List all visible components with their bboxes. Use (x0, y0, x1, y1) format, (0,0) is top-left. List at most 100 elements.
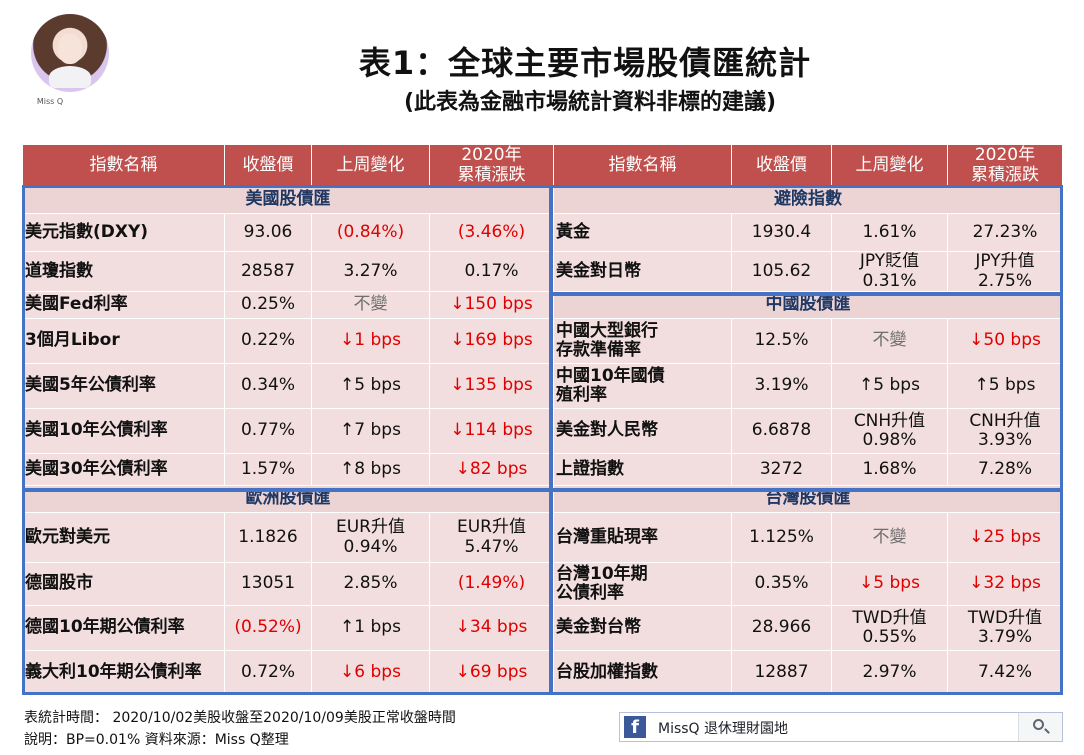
row-close: 0.34% (224, 363, 312, 410)
row-close: 0.22% (224, 318, 312, 365)
row-name: 德國股市 (22, 562, 225, 607)
row-close: 3.19% (731, 363, 832, 410)
facebook-search-bar[interactable]: f MissQ 退休理財園地 (619, 712, 1063, 742)
row-name: 德國10年期公債利率 (22, 605, 225, 652)
row-close: 3272 (731, 453, 832, 487)
row-name: 美金對台幣 (553, 605, 732, 652)
row-close: 1.1826 (224, 512, 312, 564)
row-close: 13051 (224, 562, 312, 607)
section-title: 美國股債匯 (22, 186, 554, 214)
row-weekly-change: ↑1 bps (311, 605, 430, 652)
column-header: 上周變化 (831, 144, 948, 187)
column-header: 指數名稱 (553, 144, 732, 187)
row-weekly-change: ↓1 bps (311, 318, 430, 365)
section-title: 台灣股債匯 (553, 485, 1063, 514)
section-title: 避險指數 (553, 186, 1063, 214)
row-ytd-change: ↓169 bps (429, 318, 554, 365)
row-ytd-change: ↓50 bps (947, 318, 1063, 365)
row-close: 12.5% (731, 318, 832, 365)
section-title: 歐洲股債匯 (22, 485, 554, 514)
search-icon (1033, 719, 1044, 730)
row-weekly-change: EUR升值 0.94% (311, 512, 430, 564)
column-header: 上周變化 (311, 144, 430, 187)
footer-note: 說明：BP=0.01% 資料來源：Miss Q整理 (24, 732, 289, 748)
row-name: 美國Fed利率 (22, 291, 225, 320)
row-weekly-change: ↑7 bps (311, 408, 430, 455)
column-header: 收盤價 (731, 144, 832, 187)
facebook-icon: f (624, 716, 646, 738)
row-name: 美國10年公債利率 (22, 408, 225, 455)
row-weekly-change: 1.68% (831, 453, 948, 487)
row-weekly-change: CNH升值 0.98% (831, 408, 948, 455)
row-weekly-change: ↑5 bps (311, 363, 430, 410)
row-ytd-change: 7.42% (947, 650, 1063, 696)
row-close: 28.966 (731, 605, 832, 652)
row-name: 中國大型銀行 存款準備率 (553, 318, 732, 365)
row-weekly-change: 3.27% (311, 250, 430, 293)
row-ytd-change: ↓69 bps (429, 650, 554, 696)
row-name: 美金對日幣 (553, 250, 732, 293)
row-name: 中國10年國債 殖利率 (553, 363, 732, 410)
row-close: 0.35% (731, 562, 832, 607)
search-button[interactable] (1018, 713, 1062, 741)
row-name: 台灣10年期 公債利率 (553, 562, 732, 607)
author-name: Miss Q (36, 97, 64, 106)
page-title: 表1：全球主要市場股債匯統計 (358, 44, 812, 82)
row-ytd-change: (1.49%) (429, 562, 554, 607)
row-weekly-change: (0.84%) (311, 213, 430, 252)
row-name: 上證指數 (553, 453, 732, 487)
row-close: 1930.4 (731, 213, 832, 252)
row-ytd-change: ↓150 bps (429, 291, 554, 320)
row-name: 黃金 (553, 213, 732, 252)
row-close: 1.125% (731, 512, 832, 564)
avatar-face (58, 34, 82, 64)
row-weekly-change: ↓5 bps (831, 562, 948, 607)
row-close: 0.72% (224, 650, 312, 696)
row-ytd-change: (3.46%) (429, 213, 554, 252)
row-weekly-change: 不變 (311, 291, 430, 320)
row-close: 6.6878 (731, 408, 832, 455)
column-header: 2020年 累積漲跌 (947, 144, 1063, 187)
row-name: 3個月Libor (22, 318, 225, 365)
row-name: 歐元對美元 (22, 512, 225, 564)
row-weekly-change: 不變 (831, 318, 948, 365)
row-weekly-change: 2.97% (831, 650, 948, 696)
row-weekly-change: ↑8 bps (311, 453, 430, 487)
row-close: 1.57% (224, 453, 312, 487)
page-subtitle: (此表為金融市場統計資料非標的建議) (403, 90, 777, 115)
market-stats-table: 指數名稱 收盤價 上周變化 2020年 累積漲跌 指數名稱 收盤價 上周變化 2020年 累積漲跌… (22, 144, 1063, 696)
row-close: 105.62 (731, 250, 832, 293)
column-header: 指數名稱 (22, 144, 225, 187)
row-ytd-change: EUR升值 5.47% (429, 512, 554, 564)
avatar-body (49, 66, 91, 88)
row-ytd-change: JPY升值 2.75% (947, 250, 1063, 293)
row-name: 美金對人民幣 (553, 408, 732, 455)
row-weekly-change: 不變 (831, 512, 948, 564)
row-weekly-change: 1.61% (831, 213, 948, 252)
row-ytd-change: 27.23% (947, 213, 1063, 252)
row-ytd-change: ↓34 bps (429, 605, 554, 652)
row-ytd-change: ↓25 bps (947, 512, 1063, 564)
row-name: 美國30年公債利率 (22, 453, 225, 487)
column-header: 收盤價 (224, 144, 312, 187)
row-close: 0.25% (224, 291, 312, 320)
row-name: 美國5年公債利率 (22, 363, 225, 410)
row-close: (0.52%) (224, 605, 312, 652)
row-weekly-change: JPY貶值 0.31% (831, 250, 948, 293)
row-close: 0.77% (224, 408, 312, 455)
row-weekly-change: ↓6 bps (311, 650, 430, 696)
facebook-page-label[interactable]: MissQ 退休理財園地 (658, 721, 789, 737)
row-ytd-change: ↓114 bps (429, 408, 554, 455)
column-header: 2020年 累積漲跌 (429, 144, 554, 187)
row-name: 台股加權指數 (553, 650, 732, 696)
row-close: 93.06 (224, 213, 312, 252)
row-name: 道瓊指數 (22, 250, 225, 293)
row-weekly-change: TWD升值 0.55% (831, 605, 948, 652)
row-close: 28587 (224, 250, 312, 293)
row-ytd-change: ↑5 bps (947, 363, 1063, 410)
row-ytd-change: 0.17% (429, 250, 554, 293)
row-name: 美元指數(DXY) (22, 213, 225, 252)
footer-time: 表統計時間： 2020/10/02美股收盤至2020/10/09美股正常收盤時間 (24, 710, 456, 726)
row-ytd-change: ↓32 bps (947, 562, 1063, 607)
avatar (31, 14, 109, 92)
